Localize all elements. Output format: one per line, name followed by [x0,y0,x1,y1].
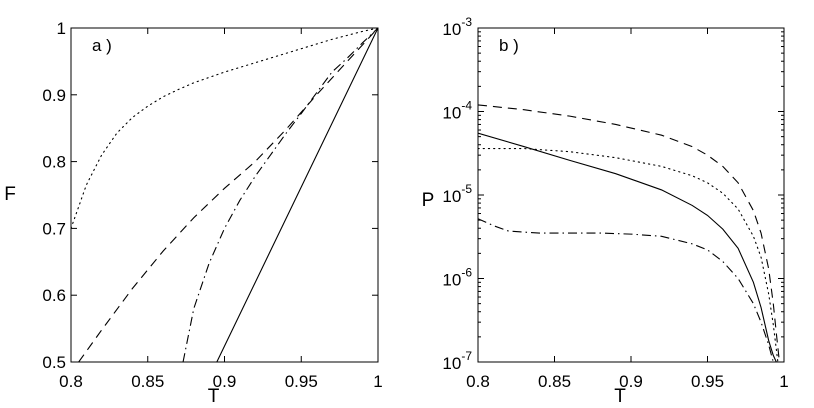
x-tick-label: 0.95 [285,372,318,391]
series-line-dashdot [182,28,378,362]
y-tick-exponent: -5 [461,182,472,196]
x-tick-label: 0.8 [466,372,490,391]
y-tick-base: 10 [442,20,461,39]
x-axis-label: T [208,386,220,407]
y-tick-base: 10 [442,187,461,206]
series-line-solid [478,132,777,362]
y-tick-label: 0.6 [42,286,66,305]
y-tick-base: 10 [442,354,461,373]
y-tick-label: 0.5 [42,353,66,372]
y-tick-label: 10-3 [442,15,472,39]
x-axis-label: T [614,386,626,407]
y-tick-label: 1 [57,19,66,38]
series-line-dotted [71,28,378,229]
x-tick-label: 0.95 [691,372,724,391]
y-axis-label: P [422,190,435,211]
panel-label: a ) [92,36,112,55]
y-tick-label: 0.8 [42,153,66,172]
y-tick-exponent: -7 [461,349,472,363]
y-tick-exponent: -3 [461,15,472,29]
x-tick-label: 0.85 [538,372,571,391]
y-tick-label: 0.9 [42,86,66,105]
x-tick-label: 1 [373,372,382,391]
series-group [478,104,780,362]
y-tick-label: 10-7 [442,349,472,373]
y-tick-label: 10-5 [442,182,472,206]
y-axis-label: F [4,184,16,205]
series-group [71,28,378,362]
x-tick-label: 0.85 [131,372,164,391]
y-tick-exponent: -6 [461,266,472,280]
y-tick-base: 10 [442,271,461,290]
series-line-dashed [78,28,378,362]
y-tick-label: 10-6 [442,266,472,290]
series-line-solid [216,28,378,362]
series-line-dashdot [478,218,774,362]
axis-frame [477,27,785,363]
y-tick-base: 10 [442,104,461,123]
series-line-dashed [478,104,780,362]
x-tick-label: 0.9 [213,372,237,391]
series-line-dotted [478,148,779,362]
x-tick-label: 1 [779,372,788,391]
y-tick-label: 0.7 [42,219,66,238]
panel-a: 0.8 0.85 0.9 0.95 1 0.5 0.6 0.7 0.8 0.9 1 T Fa ) [4,19,383,407]
panel-label: b ) [499,36,519,55]
x-tick-label: 0.8 [59,372,83,391]
y-tick-label: 10-4 [442,99,472,123]
x-tick-label: 0.9 [619,372,643,391]
y-tick-exponent: -4 [461,99,472,113]
